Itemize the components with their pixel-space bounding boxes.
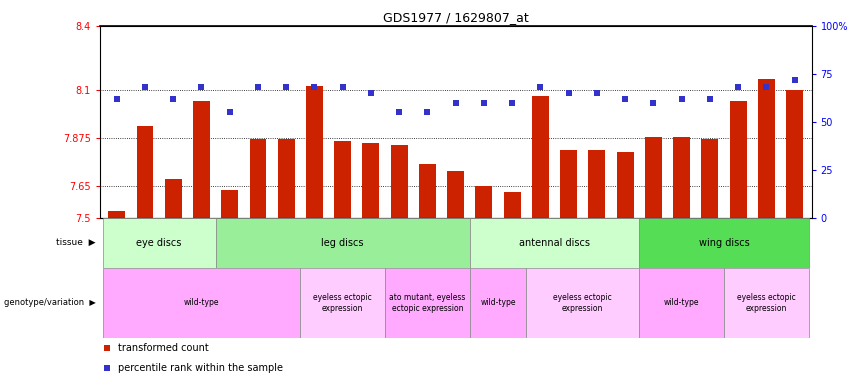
Bar xyxy=(645,137,662,218)
Text: eyeless ectopic
expression: eyeless ectopic expression xyxy=(554,293,612,312)
Bar xyxy=(786,90,803,218)
Bar xyxy=(560,150,577,217)
Bar xyxy=(300,268,385,338)
Bar xyxy=(532,96,549,218)
Text: genotype/variation  ▶: genotype/variation ▶ xyxy=(3,298,95,307)
Text: percentile rank within the sample: percentile rank within the sample xyxy=(118,363,283,373)
Text: wild-type: wild-type xyxy=(184,298,220,307)
Bar xyxy=(526,268,640,338)
Bar xyxy=(136,126,154,218)
Bar xyxy=(640,217,809,268)
Text: eyeless ectopic
expression: eyeless ectopic expression xyxy=(313,293,372,312)
Bar xyxy=(447,171,464,217)
Bar xyxy=(503,192,521,217)
Bar xyxy=(640,268,724,338)
Text: eyeless ectopic
expression: eyeless ectopic expression xyxy=(737,293,796,312)
Bar xyxy=(102,217,215,268)
Title: GDS1977 / 1629807_at: GDS1977 / 1629807_at xyxy=(383,11,529,24)
Bar xyxy=(306,86,323,218)
Bar xyxy=(758,80,775,218)
Bar xyxy=(470,217,640,268)
Bar xyxy=(221,190,238,217)
Bar xyxy=(385,268,470,338)
Bar xyxy=(249,139,266,218)
Bar xyxy=(108,211,125,217)
Text: wild-type: wild-type xyxy=(480,298,516,307)
Bar xyxy=(589,150,605,217)
Text: wild-type: wild-type xyxy=(664,298,700,307)
Bar xyxy=(102,268,300,338)
Bar xyxy=(363,143,379,218)
Bar xyxy=(334,141,352,218)
Bar xyxy=(193,100,210,218)
Bar xyxy=(476,186,492,218)
Text: transformed count: transformed count xyxy=(118,343,208,353)
Bar xyxy=(470,268,526,338)
Text: ato mutant, eyeless
ectopic expression: ato mutant, eyeless ectopic expression xyxy=(389,293,465,312)
Bar xyxy=(724,268,809,338)
Bar xyxy=(278,139,295,218)
Text: eye discs: eye discs xyxy=(136,238,181,248)
Bar xyxy=(391,145,408,218)
Bar xyxy=(730,100,746,218)
Text: leg discs: leg discs xyxy=(321,238,364,248)
Text: antennal discs: antennal discs xyxy=(519,238,590,248)
Bar xyxy=(701,139,719,218)
Bar xyxy=(616,152,634,217)
Text: wing discs: wing discs xyxy=(699,238,749,248)
Bar xyxy=(419,164,436,218)
Text: tissue  ▶: tissue ▶ xyxy=(56,238,95,248)
Bar xyxy=(165,179,181,218)
Bar xyxy=(674,137,690,218)
Bar xyxy=(215,217,470,268)
